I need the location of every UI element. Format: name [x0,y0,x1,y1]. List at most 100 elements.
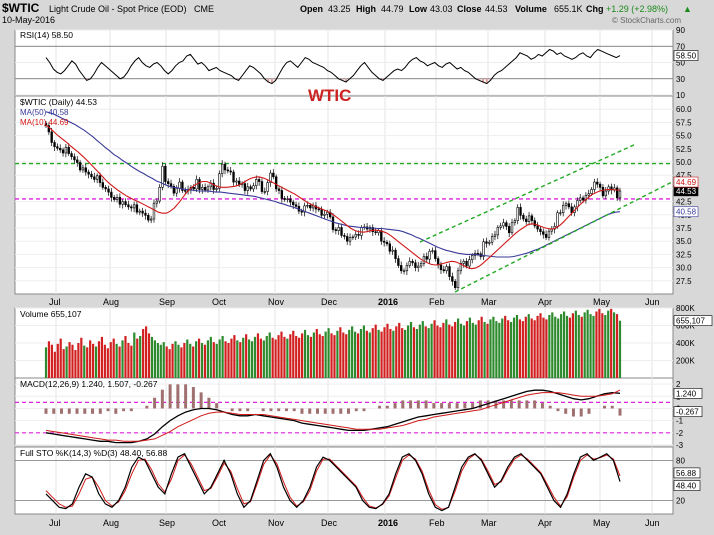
volume-bar [583,312,586,378]
volume-tick-label: 400K [676,339,695,348]
low-value: 43.03 [430,4,453,14]
volume-bar [345,334,348,378]
marks-layer [15,48,673,512]
price-last-label: 40.58 [676,208,697,217]
candle-body [542,231,545,235]
candle-body [581,197,585,201]
candle-body [132,204,136,209]
candle-body [320,209,323,216]
candle-body [348,237,352,242]
candle-body [326,211,329,215]
candle-body [221,163,224,174]
candle-body [47,125,51,133]
up-arrow-icon: ▲ [683,4,692,14]
candle-body [158,187,161,202]
candle-body [527,215,531,222]
volume-bar [433,320,436,378]
volume-bar [56,343,59,378]
volume-bar [130,345,133,378]
low-label: Low [409,4,428,14]
candle-body [343,235,346,237]
month-label-bottom: Oct [212,518,227,528]
candle-body [67,146,70,154]
volume-bar [551,312,554,378]
volume-bar [86,347,89,378]
volume-bar [177,344,180,378]
candle-body [510,222,514,234]
volume-bar [103,344,106,378]
candle-body [405,265,409,272]
volume-bar [421,321,424,378]
volume-bar [462,325,466,378]
volume-bar [530,318,533,378]
rsi-last-label: 58.50 [676,52,697,61]
volume-bar [312,332,315,378]
open-value: 43.25 [328,4,351,14]
candle-body [346,236,349,242]
volume-bar [501,318,504,378]
candle-body [434,250,437,259]
ohlc-readout: Open 43.25 High 44.79 Low 43.03 Close 44… [300,4,668,14]
volume-bar [292,330,295,378]
price-panel [14,95,674,295]
volume-last-label: 655,107 [676,317,705,326]
month-label-top: May [593,297,611,307]
volume-bar [230,338,233,378]
candle-body [428,250,431,260]
candle-body [169,183,173,187]
month-label-top: Oct [212,297,227,307]
volume-bar [50,344,53,378]
month-label-bottom: 2016 [378,518,398,528]
volume-bar [574,310,577,378]
volume-bar [383,327,386,378]
candle-body [408,260,411,266]
candle-body [59,147,62,151]
watermark: © StockCharts.com [612,16,681,25]
candle-body [579,197,582,201]
volume-bar [392,330,395,378]
month-label-bottom: Mar [481,518,497,528]
candle-body [394,249,397,259]
rsi-tick-label: 30 [676,75,685,84]
candle-body [152,202,156,220]
volume-bar [306,335,310,378]
candle-body [98,175,102,183]
volume-bar [427,328,430,378]
symbol-description: Light Crude Oil - Spot Price (EOD) [49,4,187,14]
volume-bar [365,330,368,378]
volume-bar [586,309,589,378]
candle-body [232,171,235,183]
volume-bar [351,326,354,378]
volume-bar [398,322,401,378]
volume-bar [515,315,519,378]
candle-body [499,225,502,228]
volume-last-box [673,315,713,326]
candle-body [118,197,122,205]
rsi-legend: RSI(14) 58.50 [20,30,73,40]
candle-body [334,229,338,231]
price-last-label: 44.69 [676,178,697,187]
high-value: 44.79 [381,4,404,14]
macd-last-label: 1.240 [676,389,697,398]
volume-bar [259,338,262,378]
volume-bar [483,322,486,378]
volume-bar [197,338,201,378]
volume-bar [468,317,471,378]
sto-last-box [673,467,701,479]
macd-signal-line [45,389,621,442]
candle-body [64,146,68,154]
candle-body [414,262,417,268]
volume-bar [415,329,418,378]
candle-body [155,200,158,204]
candle-body [203,187,207,191]
volume-bar [571,313,575,378]
candle-body [303,205,306,213]
macd-tick-label: 2 [676,380,681,389]
month-label-bottom: May [593,518,611,528]
volume-bar [183,343,186,378]
high-label: High [356,4,376,14]
volume-bar [109,342,112,378]
volume-bar [159,344,162,378]
volume-bar [112,338,115,378]
candle-body [124,201,127,206]
